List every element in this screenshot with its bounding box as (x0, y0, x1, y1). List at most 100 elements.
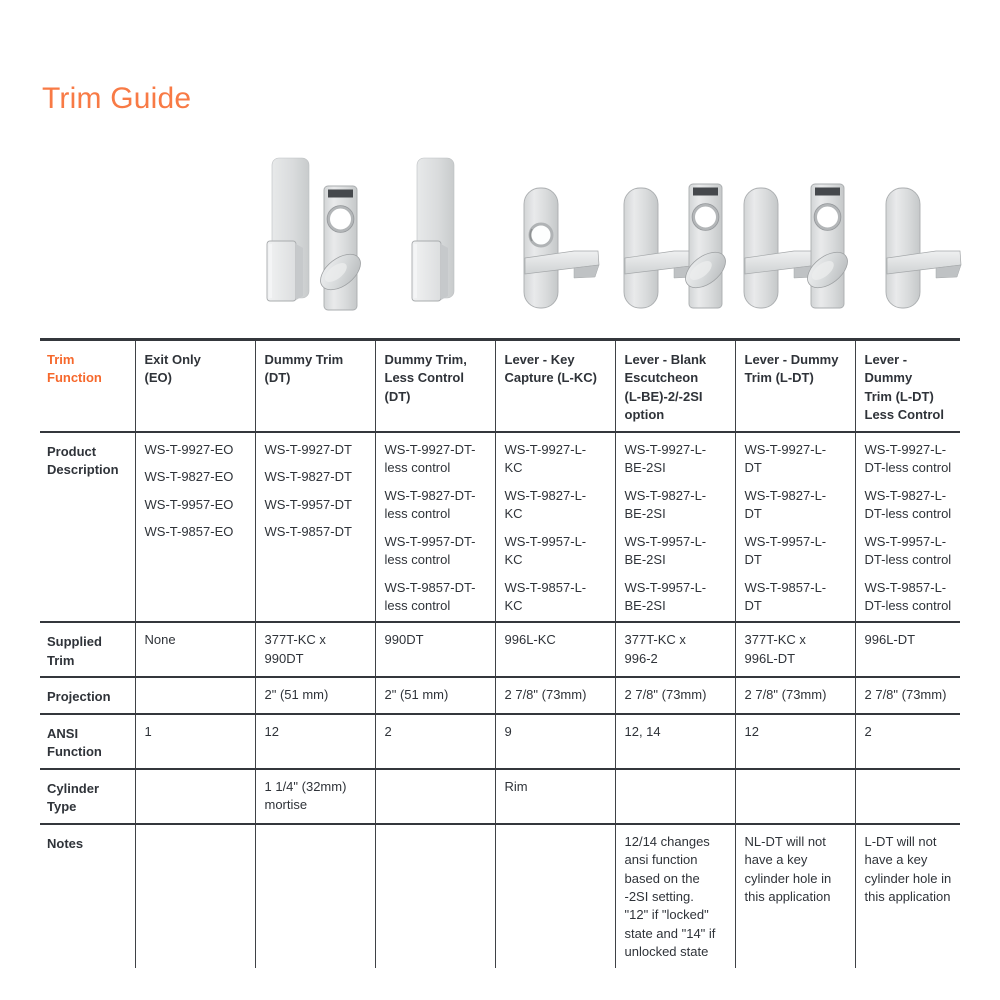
table-cell: 1 1/4" (32mm) mortise (255, 768, 376, 825)
row-label: Cylinder Type (40, 768, 136, 825)
table-cell: 996L-DT (855, 622, 960, 679)
product-code: WS-T-9957-L- DT (744, 533, 827, 568)
table-row: Supplied Trim None 377T-KC x 990DT 990DT 996… (40, 622, 960, 679)
table-cell (375, 768, 496, 825)
table-cell: Rim (495, 768, 616, 825)
table-cell (375, 823, 496, 968)
table-cell: WS-T-9927-DT- less control WS-T-9827-DT- … (375, 431, 496, 624)
table-cell: 2" (51 mm) (255, 677, 376, 715)
product-code: WS-T-9827-L- BE-2SI (624, 487, 707, 522)
lever-trim-blank-image (623, 187, 700, 309)
product-code: WS-T-9857-EO (144, 524, 234, 540)
table-cell: 990DT (375, 622, 496, 679)
table-cell: 377T-KC x 996L-DT (735, 622, 856, 679)
thumbturn-cylinder-escutcheon-image (677, 182, 734, 310)
product-code: WS-T-9927-DT- less control (384, 441, 476, 476)
lever-trim-blank-image (743, 187, 820, 309)
table-cell: 2 (375, 713, 496, 770)
product-code: WS-T-9957-L- BE-2SI (624, 579, 707, 613)
column-header: Lever - Blank Escutcheon (L-BE)-2/-2SI o… (615, 339, 736, 433)
row-label: Product Description (40, 431, 136, 624)
page-title: Trim Guide (42, 82, 192, 115)
hardware-trim-images (266, 157, 962, 312)
table-cell: WS-T-9927-L- DT WS-T-9827-L- DT WS-T-9957-… (735, 431, 856, 624)
row-label: ANSI Function (40, 713, 136, 770)
product-code: WS-T-9927-DT (264, 441, 352, 457)
product-code: WS-T-9957-DT (264, 496, 352, 512)
lever-trim-blank-image (885, 187, 962, 309)
product-code: WS-T-9857-L- DT (744, 579, 827, 613)
table-row: Notes 12/14 changes ansi function based o… (40, 823, 960, 968)
flat-pull-trim-image (266, 157, 310, 302)
table-row: Projection 2" (51 mm) 2" (51 mm) 2 7/8" (73… (40, 677, 960, 715)
table-row: Product Description WS-T-9927-EO WS-T-9827… (40, 431, 960, 624)
product-code: WS-T-9927-L- DT-less control (864, 441, 952, 476)
table-cell (615, 768, 736, 825)
product-code: WS-T-9827-EO (144, 469, 234, 485)
column-header: Lever - Dummy Trim (L-DT) (735, 339, 856, 433)
table-cell: 2 7/8" (73mm) (855, 677, 960, 715)
table-cell (855, 768, 960, 825)
table-cell: L-DT will not have a key cylinder hole i… (864, 833, 952, 904)
row-label: Projection (40, 677, 136, 715)
table-cell: 377T-KC x 990DT (255, 622, 376, 679)
table-cell: 2 7/8" (73mm) (615, 677, 736, 715)
table-cell: WS-T-9927-L- DT-less control WS-T-9827-L-… (855, 431, 960, 624)
table-row: ANSI Function 1 12 2 9 12, 14 12 2 (40, 713, 960, 770)
product-code: WS-T-9927-L- BE-2SI (624, 441, 707, 476)
product-code: WS-T-9857-L- DT-less control (864, 579, 952, 613)
thumbturn-cylinder-escutcheon-image (799, 182, 856, 310)
table-cell: None (135, 622, 256, 679)
product-code: WS-T-9927-L- KC (504, 441, 587, 476)
product-code: WS-T-9957-DT- less control (384, 533, 476, 568)
table-cell (255, 823, 376, 968)
table-cell: 2 7/8" (73mm) (495, 677, 616, 715)
table-cell (735, 768, 856, 825)
table-cell: 9 (495, 713, 616, 770)
product-code: WS-T-9827-L- KC (504, 487, 587, 522)
product-code: WS-T-9827-L- DT (744, 487, 827, 522)
product-code: WS-T-9957-L- KC (504, 533, 587, 568)
product-code: WS-T-9857-DT- less control (384, 579, 476, 613)
table-cell: WS-T-9927-EO WS-T-9827-EO WS-T-9957-EO WS-T… (135, 431, 256, 624)
product-code: WS-T-9857-L- KC (504, 579, 587, 613)
trim-guide-table: Trim Function Exit Only (EO) Dummy Trim (D… (40, 338, 960, 968)
header-row: Trim Function Exit Only (EO) Dummy Trim (D… (40, 339, 960, 433)
table-cell (135, 768, 256, 825)
product-code: WS-T-9827-L- DT-less control (864, 487, 952, 522)
table-cell: 2 (855, 713, 960, 770)
table-cell: 2" (51 mm) (375, 677, 496, 715)
table-cell: 12 (255, 713, 376, 770)
table-cell: 12, 14 (615, 713, 736, 770)
table-cell: 2 7/8" (73mm) (735, 677, 856, 715)
corner-header-trim-function: Trim Function (40, 339, 136, 433)
table-cell: WS-T-9927-DT WS-T-9827-DT WS-T-9957-DT WS-T… (255, 431, 376, 624)
table-cell: WS-T-9927-L- KC WS-T-9827-L- KC WS-T-9957-… (495, 431, 616, 624)
product-code: WS-T-9857-DT (264, 524, 352, 540)
table-cell: NL-DT will not have a key cylinder hole … (735, 823, 856, 968)
thumbturn-cylinder-escutcheon-image (312, 184, 369, 312)
product-code: WS-T-9957-L- DT-less control (864, 533, 952, 568)
lever-trim-with-cylinder-hole-image (524, 188, 599, 308)
row-label: Supplied Trim (40, 622, 136, 679)
row-label: Notes (40, 823, 136, 968)
product-code: WS-T-9957-L- BE-2SI (624, 533, 707, 568)
column-header: Dummy Trim (DT) (255, 339, 376, 433)
table-cell (135, 677, 256, 715)
table-cell: 1 (135, 713, 256, 770)
table-cell (495, 823, 616, 968)
product-code: WS-T-9927-L- DT (744, 441, 827, 476)
table-cell (135, 823, 256, 968)
product-code: WS-T-9927-EO (144, 441, 234, 457)
column-header: Lever - Dummy Trim (L-DT) Less Control (855, 339, 960, 433)
product-code: WS-T-9827-DT- less control (384, 487, 476, 522)
table-cell: 377T-KC x 996-2 (615, 622, 736, 679)
table-cell: 996L-KC (495, 622, 616, 679)
table-cell: 12/14 changes ansi function based on the… (615, 823, 736, 968)
product-code: WS-T-9827-DT (264, 469, 352, 485)
column-header: Dummy Trim, Less Control (DT) (375, 339, 496, 433)
product-code: WS-T-9957-EO (144, 496, 234, 512)
column-header: Exit Only (EO) (135, 339, 256, 433)
flat-pull-trim-image (411, 157, 455, 302)
